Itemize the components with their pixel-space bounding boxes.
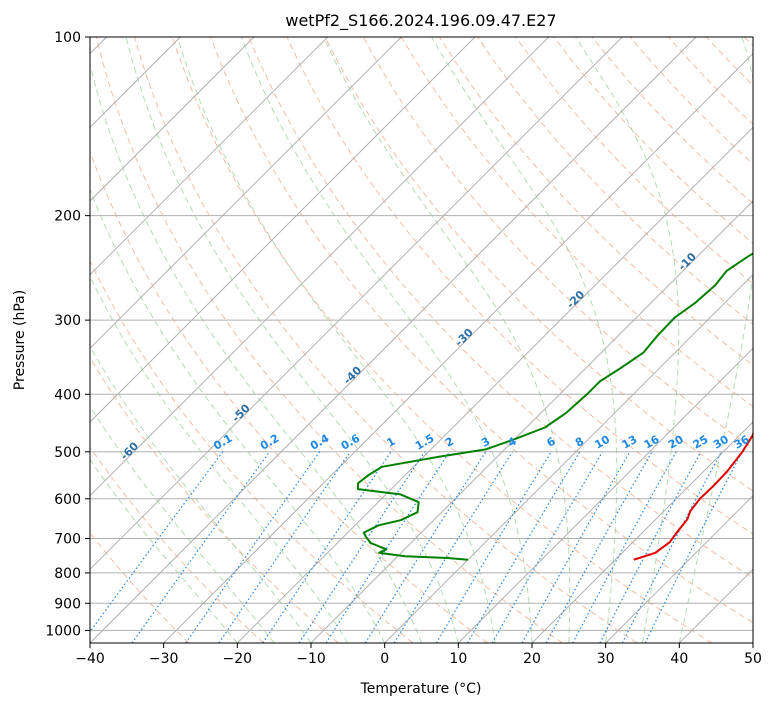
mixing-ratio-line [325, 451, 451, 643]
plot-frame [89, 36, 754, 644]
dewpoint-profile [357, 252, 753, 561]
y-tick-label: 500 [54, 445, 81, 461]
dry-adiabat [210, 37, 753, 624]
y-axis-label: Pressure (hPa) [12, 290, 28, 390]
chart-title: wetPf2_S166.2024.196.09.47.E27 [285, 11, 556, 31]
x-tick-label: −10 [296, 651, 326, 667]
moist-adiabat [176, 37, 496, 643]
y-tick-label: 700 [54, 532, 81, 548]
y-tick-label: 400 [54, 387, 81, 403]
y-tick-label: 200 [54, 209, 81, 225]
dry-adiabat [90, 259, 414, 643]
moist-adiabat [125, 37, 459, 643]
dry-adiabat [248, 37, 753, 579]
x-tick-label: 0 [380, 651, 389, 667]
isotherm [90, 37, 402, 350]
moist-adiabat [678, 37, 753, 643]
y-tick-label: 300 [54, 313, 81, 329]
moist-adiabat [90, 188, 386, 643]
isotherms [90, 37, 753, 643]
dry-adiabat [172, 37, 712, 643]
dry-adiabats [90, 37, 753, 643]
isotherm [90, 37, 255, 202]
dry-adiabat [90, 446, 264, 643]
x-tick-label: 50 [744, 651, 762, 667]
y-tick-label: 100 [54, 30, 81, 46]
dry-adiabat [133, 37, 638, 643]
mixing-ratio-line [262, 451, 392, 643]
isotherm [310, 200, 753, 643]
x-tick-label: 40 [670, 651, 688, 667]
moist-adiabat [90, 458, 238, 643]
sounding-profiles [357, 252, 753, 561]
x-tick-label: −30 [149, 651, 179, 667]
moist-adiabats [90, 37, 753, 643]
mixing-ratio-line [644, 451, 743, 643]
mixing-ratio-line [364, 451, 487, 643]
mixing-ratio-line [131, 451, 271, 643]
moist-adiabat [90, 275, 349, 643]
isotherm [236, 126, 753, 643]
isotherm [384, 273, 753, 643]
mixing-ratio-line [435, 451, 552, 643]
mixing-ratio-line [298, 451, 426, 643]
isotherm [90, 37, 329, 276]
x-axis-label: Temperature (°C) [360, 681, 482, 697]
isotherm [90, 37, 697, 643]
pressure-gridlines [90, 37, 753, 631]
moist-adiabat [575, 37, 680, 643]
mixing-ratio-line [599, 451, 702, 643]
plot-area: -100-90-80-70-60-50-40-30-20-10010203040… [90, 37, 753, 643]
x-tick-label: −40 [75, 651, 105, 667]
x-tick-label: 10 [449, 651, 467, 667]
mixing-ratio-line [521, 451, 631, 643]
x-tick-label: −20 [223, 651, 253, 667]
mixing-ratio-line [572, 451, 677, 643]
moist-adiabat [323, 37, 571, 643]
y-tick-label: 1000 [45, 623, 81, 639]
mixing-ratio-line [545, 451, 653, 643]
isotherm [163, 52, 753, 643]
dry-adiabat [95, 37, 563, 643]
y-tick-label: 900 [54, 596, 81, 612]
y-axis-ticks: 100 200 300 400 500 600 700 800 900 1000 [45, 30, 90, 639]
mixing-ratio-line [185, 451, 321, 643]
moist-adiabat [90, 62, 422, 643]
isotherm [90, 37, 550, 497]
moist-adiabat [431, 37, 618, 643]
isotherm [605, 494, 753, 643]
isotherm [90, 37, 476, 423]
y-tick-label: 800 [54, 566, 81, 582]
dry-adiabat [515, 37, 753, 285]
isotherm [531, 421, 753, 643]
y-tick-label: 600 [54, 492, 81, 508]
mixing-ratio-lines [90, 451, 743, 643]
isotherm [457, 347, 753, 643]
moist-adiabat [240, 37, 533, 643]
temperature-profile [633, 431, 753, 561]
x-axis-ticks: −40 −30 −20 −10 0 10 20 30 40 50 [75, 643, 762, 667]
isotherm [90, 37, 623, 571]
dry-adiabat [324, 37, 753, 492]
mixing-ratio-line [218, 451, 351, 643]
dry-adiabat [286, 37, 753, 535]
mixing-ratio-line [90, 451, 224, 633]
x-tick-label: 30 [597, 651, 615, 667]
dry-adiabat [477, 37, 753, 325]
x-tick-label: 20 [523, 651, 541, 667]
moist-adiabat [90, 405, 275, 643]
dry-adiabat [90, 356, 339, 643]
